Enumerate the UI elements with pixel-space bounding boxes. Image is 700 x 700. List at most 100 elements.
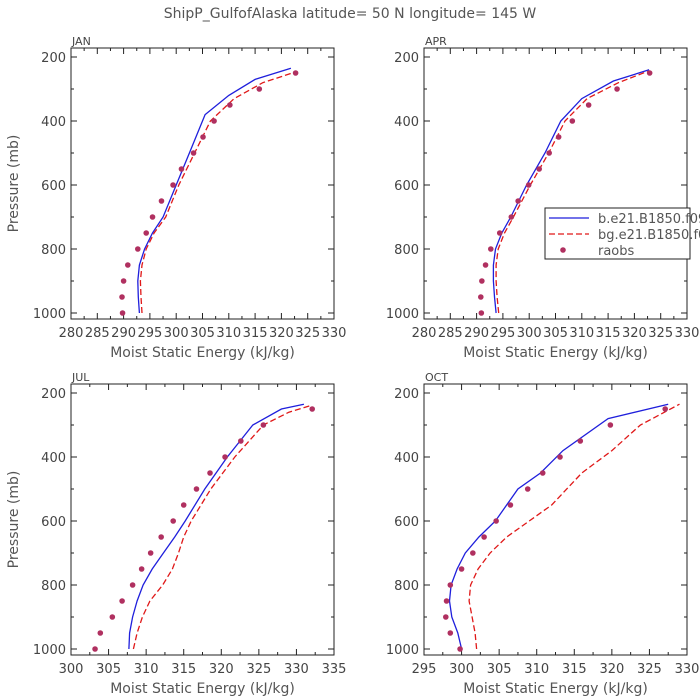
series-line-0	[137, 67, 292, 314]
x-tick-label: 295	[412, 662, 437, 677]
series-line-1	[468, 403, 680, 650]
raobs-point	[493, 518, 499, 524]
raobs-point	[292, 70, 299, 76]
raobs-point	[447, 630, 454, 636]
x-tick-label: 320	[209, 662, 234, 677]
y-tick-label: 400	[41, 115, 66, 130]
x-tick-label: 310	[569, 326, 594, 341]
panel-jul: JUL 300 305 310 315 320 325 330 335 200 400 600 800 1…	[6, 371, 346, 697]
x-tick-label: 330	[675, 326, 700, 341]
raobs-point	[662, 406, 669, 412]
y-tick-label: 1000	[386, 643, 419, 658]
x-tick-label: 315	[562, 662, 587, 677]
raobs-point	[536, 166, 542, 172]
raobs-point	[149, 214, 156, 220]
y-tick-label: 1000	[33, 307, 66, 322]
raobs-point	[515, 198, 521, 204]
raobs-point	[119, 310, 126, 316]
y-tick-label: 400	[41, 451, 66, 466]
raobs-point	[119, 294, 125, 300]
raobs-point	[443, 598, 450, 604]
raobs-point	[227, 102, 233, 108]
y-tick-label: 800	[41, 579, 66, 594]
legend-marker	[560, 247, 566, 253]
y-tick-label: 800	[41, 243, 66, 258]
y-tick-label: 800	[394, 243, 419, 258]
x-tick-label: 330	[284, 662, 309, 677]
x-tick-label: 335	[322, 662, 347, 677]
x-tick-label: 280	[59, 326, 84, 341]
raobs-point	[496, 230, 503, 236]
x-axis-label: Moist Static Energy (kJ/kg)	[463, 681, 648, 697]
raobs-point	[190, 150, 197, 156]
raobs-point	[481, 534, 487, 540]
x-tick-label: 280	[412, 326, 437, 341]
series-line-1	[132, 405, 311, 650]
raobs-point	[478, 294, 484, 300]
figure-title: ShipP_GulfofAlaska latitude= 50 N longit…	[164, 6, 537, 22]
y-tick-label: 1000	[33, 643, 66, 658]
x-tick-label: 310	[524, 662, 549, 677]
raobs-point	[479, 278, 485, 284]
y-tick-label: 200	[41, 51, 66, 66]
series-line-0	[128, 403, 305, 650]
y-tick-label: 600	[41, 179, 66, 194]
raobs-point	[482, 262, 489, 268]
x-axis-label: Moist Static Energy (kJ/kg)	[463, 345, 648, 361]
x-tick-label: 305	[487, 662, 512, 677]
raobs-point	[557, 454, 563, 460]
x-tick-label: 305	[190, 326, 215, 341]
plot-frame	[423, 383, 688, 656]
raobs-point	[200, 134, 206, 140]
plot-frame	[70, 47, 335, 320]
raobs-point	[135, 246, 141, 252]
raobs-point	[546, 150, 552, 156]
raobs-point	[309, 406, 316, 412]
x-tick-label: 315	[596, 326, 621, 341]
x-tick-label: 330	[322, 326, 347, 341]
x-tick-label: 285	[438, 326, 463, 341]
raobs-point	[222, 454, 228, 460]
x-tick-label: 300	[517, 326, 542, 341]
panel-jan: JAN 280 285 290 295 300 305 310 315 320 325 330 200 4…	[6, 35, 346, 361]
raobs-point	[129, 582, 136, 588]
x-tick-label: 290	[464, 326, 489, 341]
raobs-point	[207, 470, 213, 476]
raobs-point	[211, 118, 217, 124]
x-axis-label: Moist Static Energy (kJ/kg)	[110, 345, 295, 361]
x-tick-label: 310	[216, 326, 241, 341]
x-tick-label: 295	[137, 326, 162, 341]
raobs-point	[119, 598, 125, 604]
raobs-point	[447, 582, 454, 588]
raobs-point	[585, 102, 592, 108]
raobs-point	[256, 86, 263, 92]
series-line-0	[448, 403, 669, 650]
y-tick-label: 1000	[386, 307, 419, 322]
legend-label: b.e21.B1850.f09	[598, 212, 700, 227]
raobs-point	[539, 470, 546, 476]
raobs-point	[577, 438, 584, 444]
panel-oct: OCT 295 300 305 310 315 320 325 330 200 400 600 800 1…	[386, 371, 700, 697]
x-tick-label: 305	[543, 326, 568, 341]
raobs-point	[555, 134, 562, 140]
raobs-point	[569, 118, 576, 124]
raobs-point	[457, 646, 463, 652]
y-axis-label: Pressure (mb)	[6, 471, 22, 569]
series-line-1	[139, 70, 298, 314]
raobs-point	[607, 422, 614, 428]
raobs-point	[178, 166, 185, 172]
raobs-point	[138, 566, 145, 572]
x-axis-label: Moist Static Energy (kJ/kg)	[110, 681, 295, 697]
x-tick-label: 300	[59, 662, 84, 677]
raobs-point	[508, 214, 515, 220]
x-tick-label: 295	[490, 326, 515, 341]
panel-title: JAN	[71, 35, 91, 48]
x-tick-label: 315	[171, 662, 196, 677]
raobs-point	[170, 182, 176, 188]
y-axis-label: Pressure (mb)	[6, 135, 22, 233]
y-tick-label: 200	[394, 387, 419, 402]
raobs-point	[158, 534, 164, 540]
